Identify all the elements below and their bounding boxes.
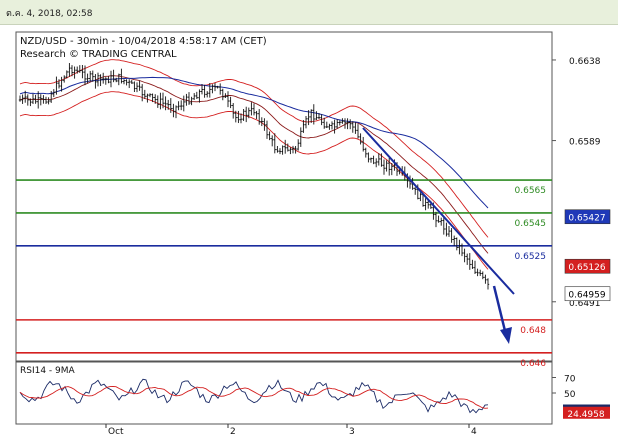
time-axis: Oct 2 3 4 xyxy=(105,424,477,437)
rsi-panel-frame xyxy=(15,361,553,425)
rsi-lines xyxy=(19,378,489,414)
price-tag-box-0 xyxy=(564,209,611,225)
rsi-tick-label-1: 50 xyxy=(564,390,576,400)
rsi-tick-label-0: 70 xyxy=(564,375,576,385)
price-tag-2: 0.64959 xyxy=(568,291,605,301)
bollinger-upper xyxy=(19,59,489,238)
rsi-label: RSI14 - 9MA xyxy=(20,366,76,376)
level-label-3: 0.648 xyxy=(520,326,546,336)
rsi-ma-line xyxy=(19,386,489,409)
rsi-tags: 27.416224.4958 xyxy=(563,404,610,420)
price-tag-box-1 xyxy=(564,258,611,274)
rsi-tag-1: 24.4958 xyxy=(567,410,604,420)
price-tags: 0.65427 0.65126 0.64959 xyxy=(564,209,611,302)
level-label-4: 0.646 xyxy=(520,359,546,369)
candlesticks xyxy=(18,63,490,290)
support-resistance-levels: 0.6565 0.6545 0.6525 0.648 0.646 xyxy=(16,179,552,369)
level-label-2: 0.6525 xyxy=(515,252,547,262)
trend-line xyxy=(362,127,515,295)
price-axis: 0.6638 0.6589 0.6491 xyxy=(552,57,601,309)
x-tick-label-0: Oct xyxy=(108,427,124,437)
y-tick-label-1: 0.6589 xyxy=(569,138,601,148)
price-tag-0: 0.65427 xyxy=(568,214,605,224)
rsi-tag-box-1 xyxy=(563,406,610,419)
y-tick-label-2: 0.6491 xyxy=(569,299,601,309)
forecast-arrow-head xyxy=(500,327,512,344)
rsi-line xyxy=(19,378,489,414)
chart-subtitle: Research © TRADING CENTRAL xyxy=(20,49,177,60)
main-panel-frame xyxy=(15,31,553,362)
x-tick-label-2: 3 xyxy=(349,427,355,437)
forecast-arrow-shaft xyxy=(492,285,508,336)
x-tick-label-3: 4 xyxy=(471,427,477,437)
price-tag-box-2 xyxy=(564,286,611,302)
rsi-axis: 70 50 xyxy=(552,375,576,400)
chart-title: NZD/USD - 30min - 10/04/2018 4:58:17 AM … xyxy=(20,36,267,47)
timestamp-label: ต.ค. 4, 2018, 02:58 xyxy=(6,9,93,19)
level-label-1: 0.6545 xyxy=(515,219,547,229)
x-tick-label-1: 2 xyxy=(230,427,236,437)
timestamp-bar: ต.ค. 4, 2018, 02:58 xyxy=(0,0,618,25)
level-label-0: 0.6565 xyxy=(515,186,547,196)
price-tag-1: 0.65126 xyxy=(568,263,605,273)
y-tick-label-0: 0.6638 xyxy=(569,57,601,67)
